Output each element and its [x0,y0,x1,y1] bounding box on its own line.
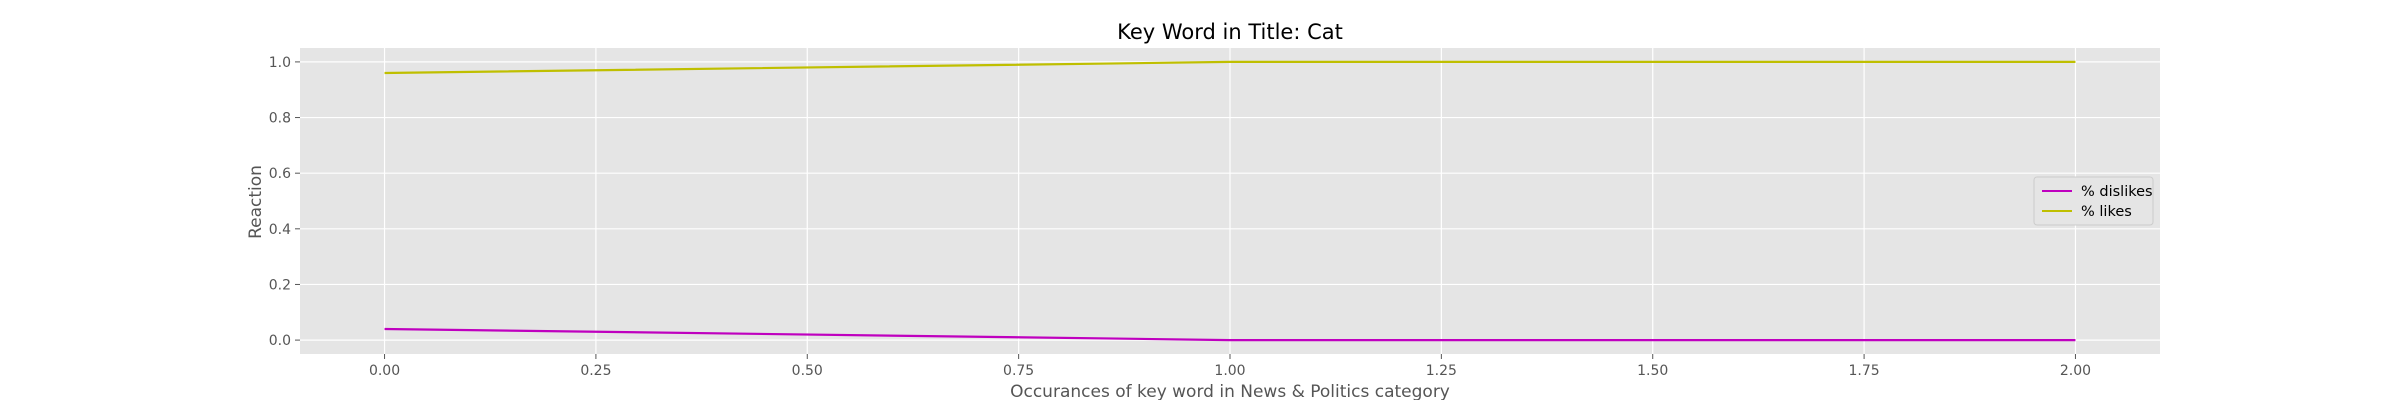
x-tick-label: 2.00 [2060,363,2091,379]
x-axis-label: Occurances of key word in News & Politic… [1010,382,1450,400]
y-tick-label: 0.4 [269,222,291,238]
chart-title: Key Word in Title: Cat [1117,20,1343,44]
x-tick-label: 1.50 [1637,363,1668,379]
legend-label-likes: % likes [2081,204,2132,220]
x-tick-label: 1.75 [1849,363,1880,379]
x-tick-label: 1.00 [1214,363,1245,379]
series-line-likes [384,60,2076,75]
x-tick-label: 0.00 [369,363,400,379]
x-tick-label: 1.25 [1426,363,1457,379]
series-lines [384,60,2076,342]
legend-label-dislikes: % dislikes [2081,184,2153,200]
y-tick-label: 0.8 [269,111,291,127]
legend: % dislikes % likes [2033,176,2154,226]
x-tick-label: 0.75 [1003,363,1034,379]
series-line-dislikes [384,327,2076,342]
legend-box [2033,176,2154,226]
x-tick-label: 0.25 [580,363,611,379]
y-tick-label: 0.2 [269,277,291,293]
axis-ticks: 0.00 0.25 0.50 0.75 1.00 1.25 1.50 1.75 2.00 0.0 0… [269,55,2091,379]
y-tick-label: 0.0 [269,333,291,349]
y-axis-label: Reaction [246,165,266,239]
y-tick-label: 1.0 [269,55,291,71]
y-tick-label: 0.6 [269,166,291,182]
x-tick-label: 0.50 [792,363,823,379]
